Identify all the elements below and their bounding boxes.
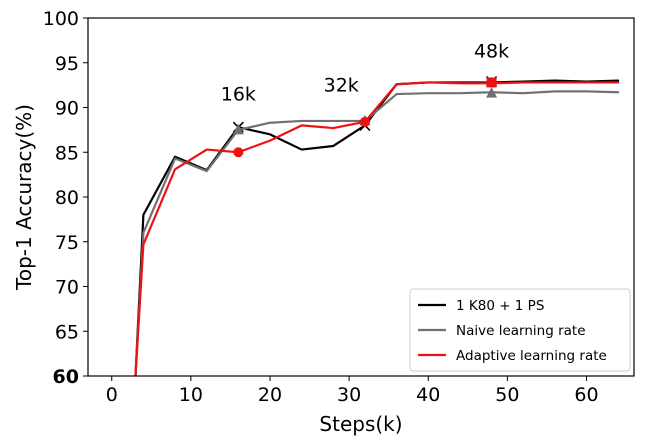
square-marker [486,77,497,88]
circle-marker [359,116,370,127]
x-tick-label: 0 [106,384,118,406]
y-tick-label: 65 [55,321,79,343]
x-tick-label: 50 [495,384,519,406]
circle-marker [233,147,244,158]
annotations: 16k 32k 48k [221,40,509,105]
annotation-label: 48k [474,40,509,62]
triangle-marker [486,87,498,98]
axis-ticks: 0 10 20 30 40 50 60 60 65 70 75 80 85 90 95 100 [43,8,599,406]
y-tick-label: 70 [55,277,79,299]
y-tick-label: 80 [55,187,79,209]
legend-label-3: Adaptive learning rate [456,348,607,364]
legend-label-2: Naive learning rate [456,323,586,339]
y-tick-label: 90 [55,98,79,120]
series-markers [232,75,498,158]
y-tick-label: 95 [55,53,79,75]
y-tick-label: 85 [55,142,79,164]
annotation-label: 16k [221,83,256,105]
annotation-label: 32k [324,74,359,96]
chart-marks [134,75,620,376]
x-tick-label: 10 [179,384,203,406]
y-axis-label: Top-1 Accuracy(%) [12,104,36,291]
legend: 1 K80 + 1 PS Naive learning rate Adaptive … [409,288,631,372]
legend-label-1: 1 K80 + 1 PS [456,298,544,314]
x-tick-label: 30 [337,384,361,406]
x-tick-label: 20 [258,384,282,406]
y-tick-label: 75 [55,232,79,254]
x-tick-label: 60 [574,384,598,406]
x-axis-label: Steps(k) [319,412,402,436]
x-tick-label: 40 [416,384,440,406]
y-tick-label: 100 [43,8,79,30]
y-tick-label: 60 [53,366,79,388]
triangle-marker [232,123,244,135]
legend-box [409,288,631,372]
